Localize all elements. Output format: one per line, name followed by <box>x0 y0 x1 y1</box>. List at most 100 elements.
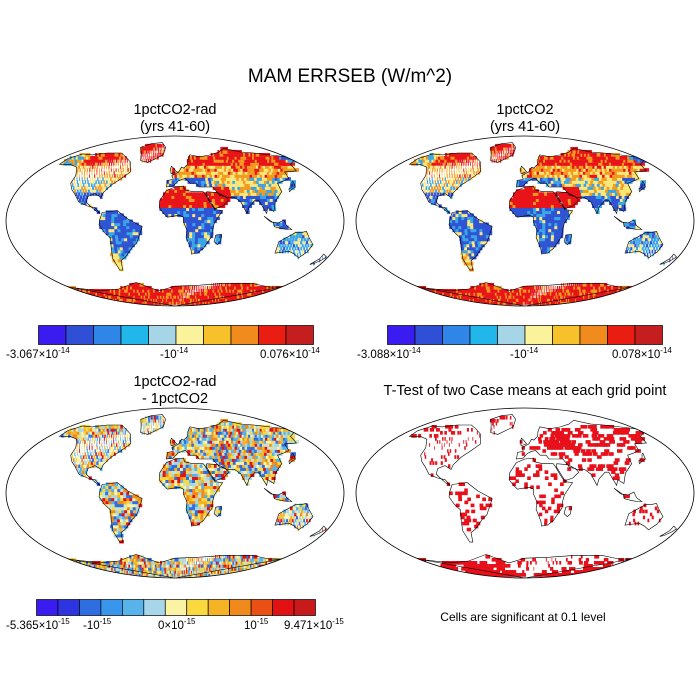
grid-cell <box>557 219 561 224</box>
grid-cell <box>229 174 235 178</box>
grid-cell <box>120 171 123 175</box>
grid-cell <box>102 216 106 221</box>
grid-cell <box>548 219 552 224</box>
grid-cell <box>214 198 219 202</box>
grid-cell <box>545 216 549 221</box>
grid-cell <box>175 301 177 305</box>
grid-cell <box>171 210 175 215</box>
grid-cell <box>179 168 183 172</box>
grid-cell <box>613 183 619 187</box>
grid-cell <box>454 177 457 181</box>
grid-cell <box>575 285 578 290</box>
grid-cell <box>210 165 215 169</box>
grid-cell <box>99 165 101 169</box>
grid-cell <box>536 207 540 212</box>
grid-cell <box>182 298 185 302</box>
grid-cell <box>120 249 125 254</box>
grid-cell <box>245 210 250 215</box>
grid-cell <box>499 143 503 148</box>
grid-cell <box>233 192 238 196</box>
grid-cell <box>450 159 454 163</box>
grid-cell <box>186 204 190 208</box>
grid-cell <box>619 198 625 202</box>
grid-cell <box>161 146 162 151</box>
grid-cell <box>135 234 140 239</box>
grid-cell <box>125 171 128 175</box>
grid-cell <box>294 240 297 245</box>
grid-cell <box>479 219 483 224</box>
grid-cell <box>199 564 202 568</box>
grid-cell <box>286 237 289 242</box>
grid-cell <box>655 231 659 236</box>
grid-cell <box>553 165 558 169</box>
grid-cell <box>126 228 131 233</box>
grid-cell <box>301 249 304 254</box>
grid-cell <box>88 162 91 166</box>
grid-cell <box>510 153 512 157</box>
grid-cell <box>454 156 458 160</box>
grid-cell <box>566 213 570 218</box>
grid-cell <box>564 285 566 290</box>
grid-cell <box>217 557 220 562</box>
grid-cell <box>445 180 447 184</box>
grid-cell <box>547 195 551 199</box>
grid-cell <box>212 168 217 172</box>
grid-cell <box>588 183 594 187</box>
grid-cell <box>530 207 534 212</box>
grid-cell <box>202 289 204 293</box>
grid-cell <box>207 168 212 172</box>
grid-cell <box>542 234 546 239</box>
grid-cell <box>541 162 546 166</box>
coastline-madagascar <box>213 233 222 246</box>
grid-cell <box>220 289 224 293</box>
grid-cell <box>198 219 202 224</box>
grid-cell <box>656 246 658 251</box>
grid-cell <box>230 557 234 562</box>
grid-cell <box>459 177 462 181</box>
grid-cell <box>475 168 477 172</box>
grid-cell <box>542 216 546 221</box>
grid-cell <box>548 228 552 233</box>
grid-cell <box>553 204 558 208</box>
grid-cell <box>98 168 100 172</box>
grid-cell <box>200 204 205 208</box>
grid-cell <box>188 198 193 202</box>
grid-cell <box>534 285 536 290</box>
panel-c-title: 1pctCO2-rad - 1pctCO2 <box>20 374 330 408</box>
grid-cell <box>242 174 248 178</box>
grid-cell <box>427 183 429 187</box>
grid-cell <box>154 149 156 154</box>
grid-cell <box>593 195 598 199</box>
grid-cell <box>476 159 478 163</box>
grid-cell <box>548 180 552 184</box>
grid-cell <box>529 189 534 193</box>
grid-cell <box>152 143 156 148</box>
grid-cell <box>460 156 464 160</box>
grid-cell <box>203 557 205 562</box>
grid-cell <box>593 177 599 181</box>
grid-cell <box>560 165 565 169</box>
coastline-indonesia <box>613 216 643 230</box>
grid-cell <box>518 201 522 205</box>
grid-cell <box>268 195 274 199</box>
grid-cell <box>473 156 475 160</box>
grid-cell <box>143 146 146 151</box>
grid-cell <box>198 171 203 175</box>
grid-cell <box>555 289 558 293</box>
grid-cell <box>218 237 222 242</box>
grid-cell <box>522 168 525 172</box>
grid-cell <box>230 183 236 187</box>
grid-cell <box>594 282 598 287</box>
grid-cell <box>551 231 555 236</box>
grid-cell <box>172 289 176 293</box>
grid-cell <box>537 162 541 166</box>
grid-cell <box>571 204 576 208</box>
grid-cell <box>174 213 178 218</box>
grid-cell <box>522 289 526 293</box>
grid-cell <box>434 177 436 181</box>
grid-cell <box>618 183 624 187</box>
grid-cell <box>72 162 76 166</box>
grid-cell <box>426 174 428 178</box>
grid-cell <box>80 165 83 169</box>
grid-cell <box>472 159 474 163</box>
